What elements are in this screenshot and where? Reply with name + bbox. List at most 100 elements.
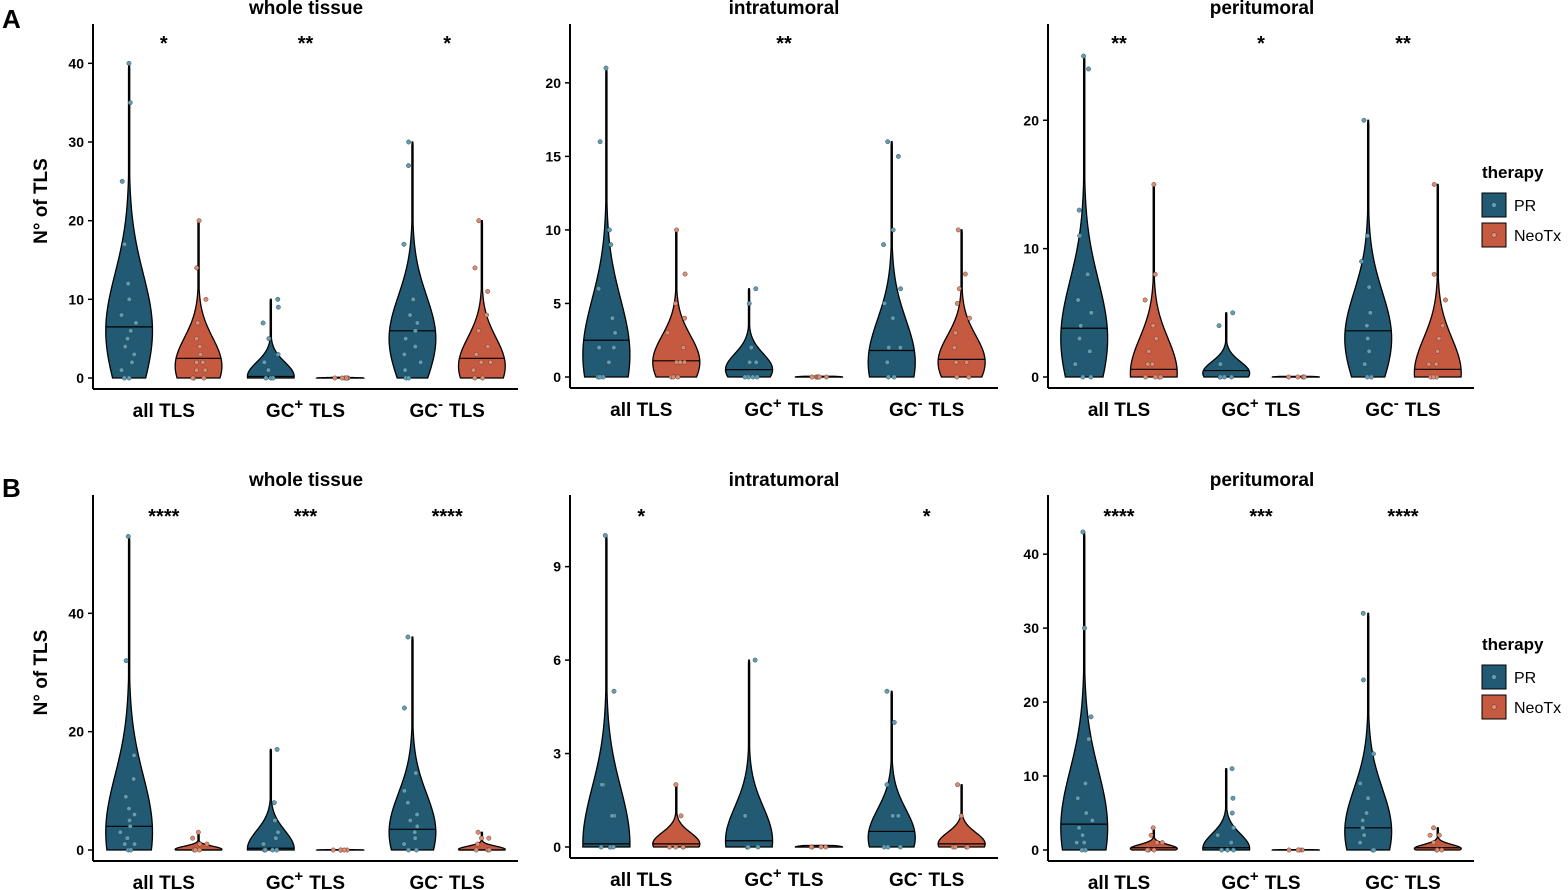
y-tick-label: 30 xyxy=(1023,620,1039,636)
data-point xyxy=(190,835,195,841)
violin-body xyxy=(1202,312,1251,378)
data-point xyxy=(607,227,612,233)
violin-pr xyxy=(1202,766,1251,853)
violin-body xyxy=(867,141,916,378)
data-point xyxy=(755,844,761,850)
data-point xyxy=(1072,361,1078,367)
data-point xyxy=(1431,825,1436,831)
violin-body xyxy=(937,229,986,378)
data-point xyxy=(1151,182,1157,187)
data-point xyxy=(1426,361,1432,367)
data-point xyxy=(132,841,137,847)
data-point xyxy=(884,782,890,788)
data-point xyxy=(1148,832,1154,838)
data-point xyxy=(1080,374,1086,380)
y-tick-label: 0 xyxy=(76,370,84,386)
y-tick-label: 15 xyxy=(545,148,561,164)
data-point xyxy=(410,296,416,302)
significance-label: * xyxy=(1257,33,1265,55)
x-category-label: GC- TLS xyxy=(889,395,964,421)
data-point xyxy=(1152,271,1158,277)
data-point xyxy=(1365,233,1370,239)
data-point xyxy=(671,374,676,380)
data-point xyxy=(955,227,961,233)
data-point xyxy=(479,835,484,841)
legend-label-neotx: NeoTx xyxy=(1514,700,1561,717)
violin-neotx xyxy=(937,227,986,380)
significance-label: ** xyxy=(298,33,314,55)
data-point xyxy=(119,178,125,184)
x-category-label: all TLS xyxy=(610,870,672,890)
data-point xyxy=(1357,781,1363,786)
data-point xyxy=(884,359,890,365)
data-point xyxy=(478,359,484,365)
violin-neotx xyxy=(457,829,506,853)
data-point xyxy=(597,374,603,380)
data-point xyxy=(121,375,127,381)
data-point xyxy=(407,818,413,823)
data-point xyxy=(1085,271,1091,277)
data-point xyxy=(122,241,127,247)
data-point xyxy=(609,813,615,819)
data-point xyxy=(473,847,479,853)
violin-pr xyxy=(246,747,295,853)
data-point xyxy=(1434,847,1440,853)
data-point xyxy=(675,374,681,380)
violin-neotx xyxy=(1413,182,1462,380)
data-point xyxy=(122,841,128,847)
data-point xyxy=(132,812,137,817)
data-point xyxy=(881,242,886,248)
data-point xyxy=(1159,840,1165,846)
violin-body xyxy=(246,748,295,851)
data-point xyxy=(1150,323,1156,329)
data-point xyxy=(475,829,481,835)
data-point xyxy=(1371,751,1376,757)
data-point xyxy=(1229,766,1235,772)
y-tick-label: 40 xyxy=(1023,546,1039,562)
data-point xyxy=(414,320,420,326)
y-tick-label: 6 xyxy=(553,652,561,668)
data-point xyxy=(750,374,756,380)
data-point xyxy=(1149,361,1155,367)
data-point xyxy=(964,359,970,365)
data-point xyxy=(194,359,200,365)
data-point xyxy=(476,328,481,334)
y-tick-label: 40 xyxy=(68,605,84,621)
data-point xyxy=(1088,310,1094,316)
data-point xyxy=(486,835,492,841)
y-tick-label: 10 xyxy=(1023,768,1039,784)
data-point xyxy=(597,139,603,145)
data-point xyxy=(1431,271,1437,277)
y-tick-label: 0 xyxy=(553,369,561,385)
data-point xyxy=(472,265,478,271)
significance-label: * xyxy=(923,506,931,528)
data-point xyxy=(1431,182,1437,187)
data-point xyxy=(680,844,686,850)
data-point xyxy=(1365,336,1371,341)
violin-pr xyxy=(105,60,154,381)
data-point xyxy=(1301,374,1307,380)
y-tick-label: 5 xyxy=(553,295,561,311)
data-point xyxy=(195,829,201,835)
data-point xyxy=(808,844,814,850)
data-point xyxy=(123,658,129,664)
violin-pr xyxy=(724,286,774,380)
chart-panel-b-whole-tissue: whole tissue 0 20 40 N° of TLS **** all TLS ***… xyxy=(31,470,518,890)
y-tick-label: 0 xyxy=(553,839,561,855)
violin-neotx xyxy=(174,218,223,381)
y-tick-label: 20 xyxy=(1023,694,1039,710)
legend-therapy-b: therapy PR NeoTx xyxy=(1481,635,1561,720)
data-point xyxy=(1158,374,1164,380)
data-point xyxy=(1364,323,1370,329)
data-point xyxy=(1231,825,1236,831)
data-point xyxy=(1087,348,1093,354)
violin-neotx xyxy=(652,782,701,850)
violin-pr xyxy=(388,139,437,381)
legend-point-neotx xyxy=(1491,704,1497,710)
data-point xyxy=(476,218,482,224)
data-point xyxy=(1443,297,1448,303)
data-point xyxy=(201,375,207,381)
data-point xyxy=(898,286,903,292)
data-point xyxy=(1357,840,1363,846)
violin-pr xyxy=(1344,117,1393,380)
